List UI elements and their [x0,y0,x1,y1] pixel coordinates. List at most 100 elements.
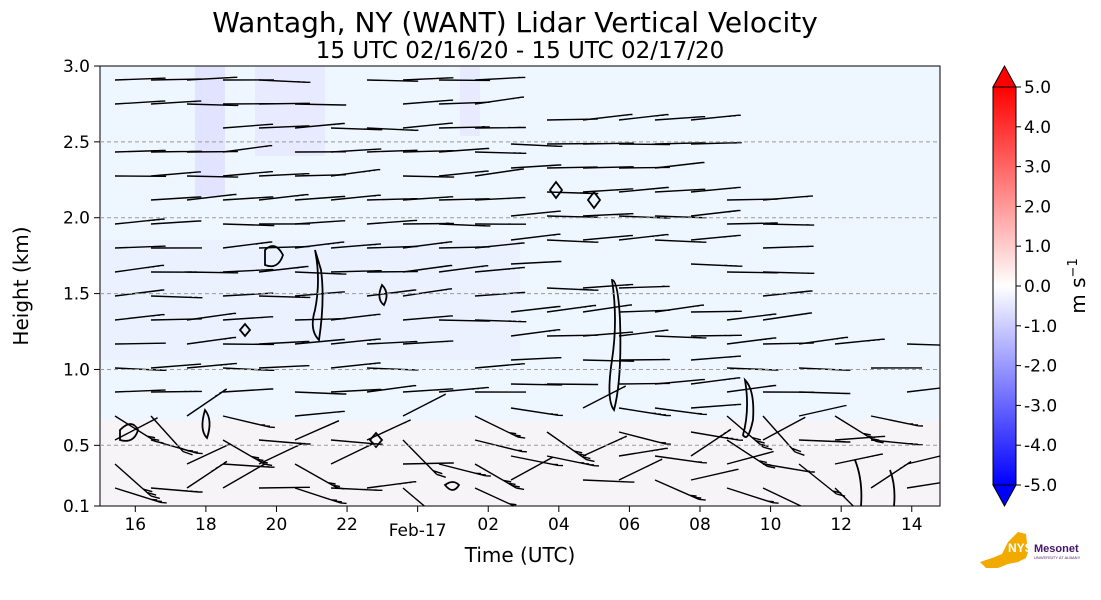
wind-barb [510,305,561,313]
wind-barb [222,415,275,429]
wind-barb [294,271,347,275]
chart-title: Wantagh, NY (WANT) Lidar Vertical Veloci… [212,6,818,39]
wind-barb [150,487,203,493]
wind-barb [330,487,383,491]
wind-barb [654,304,705,313]
wind-barb [294,420,340,441]
wind-barb [474,151,527,154]
wind-barb [258,265,309,273]
wind-barb [438,147,490,153]
wind-barb [726,415,773,451]
logo-subtext: UNIVERSITY AT ALBANY [1034,555,1081,560]
wind-barb [906,387,940,393]
wind-barb [798,336,849,345]
wind-barb [582,385,627,409]
wind-barb [582,283,634,289]
wind-barb [798,391,851,395]
wind-barb [474,76,526,81]
wind-barb [762,312,813,321]
wind-barb [402,175,455,178]
wind-barb [546,431,595,463]
wind-barb [114,218,165,225]
wind-barb [474,463,525,491]
wind-barb [510,233,561,241]
wind-barb [222,388,274,393]
wind-barb [834,415,884,444]
wind-barb [690,377,741,385]
wind-barb [330,168,381,177]
wind-barb [510,210,561,217]
wind-barb [582,359,635,362]
wind-barb [150,171,201,177]
wind-barb [906,343,940,346]
y-tick-label: 2.5 [63,133,90,153]
new-york-state-icon [980,532,1028,568]
y-tick-label: 1.5 [63,285,90,305]
wind-barb [690,403,742,409]
colorbar-gradient [992,86,1017,486]
colorbar-tick-label: -1.0 [1024,317,1057,337]
colorbar-tick-label: 3.0 [1024,158,1051,178]
y-axis: 0.1 0.5 1.0 1.5 2.0 2.5 3.0 [63,57,100,517]
wind-barb [690,142,742,145]
wind-barb [510,143,563,147]
wind-barb [834,435,886,441]
y-axis-label: Height (km) [9,226,33,345]
wind-barb [402,393,447,417]
wind-barb [582,435,628,457]
nys-mesonet-logo: NYS Mesonet UNIVERSITY AT ALBANY [980,532,1081,568]
wind-barb [546,239,599,243]
wind-barb [330,313,381,321]
x-tick-label: 12 [830,515,852,535]
wind-barb [294,122,345,129]
wind-barb [834,487,855,506]
wind-barb [330,362,381,369]
wind-barb [402,487,426,506]
wind-barb [654,335,707,339]
wind-barb [582,166,634,169]
x-axis: 16 18 20 22 Feb-17 02 04 06 08 10 12 14 [124,506,923,541]
wind-barb [726,222,778,225]
wind-barb [294,195,346,201]
wind-barb [582,331,634,337]
wind-barb [114,100,166,105]
colorbar-tick-label: 2.0 [1024,197,1051,217]
wind-barb [474,319,527,323]
wind-barb [654,116,706,121]
wind-barb [690,114,741,121]
y-tick-label: 2.0 [63,209,90,229]
wind-barb [114,463,160,500]
wind-barb [690,310,742,313]
wind-barb [402,122,453,129]
wind-barb [114,389,166,393]
wind-barb [222,241,273,249]
wind-barb [582,304,633,313]
wind-barb [654,161,705,169]
wind-barb [186,271,239,274]
wind-barb [114,264,165,273]
wind-barb [330,148,382,153]
wind-barb [402,315,453,321]
wind-barb [762,271,815,274]
wind-barb [330,270,382,273]
colorbar-tick-label: 1.0 [1024,237,1051,257]
wind-barb [114,417,158,441]
chart-subtitle: 15 UTC 02/16/20 - 15 UTC 02/17/20 [316,38,725,64]
wind-barb [474,96,525,105]
wind-barb [654,479,706,501]
wind-barb [906,482,940,489]
wind-barb [402,77,454,81]
wind-barb [618,113,669,121]
x-tick-label: 04 [548,515,570,535]
wind-barb [150,318,202,321]
wind-barb [690,186,741,193]
x-tick-label: 18 [195,515,217,535]
wind-barb [150,295,203,299]
wind-barb [258,365,310,369]
wind-barb [546,191,599,195]
colorbar-tick-label: 0.0 [1024,277,1051,297]
wind-barb [474,439,527,453]
wind-barb [114,342,166,345]
x-tick-label: 10 [760,515,782,535]
wind-barb [294,391,347,395]
